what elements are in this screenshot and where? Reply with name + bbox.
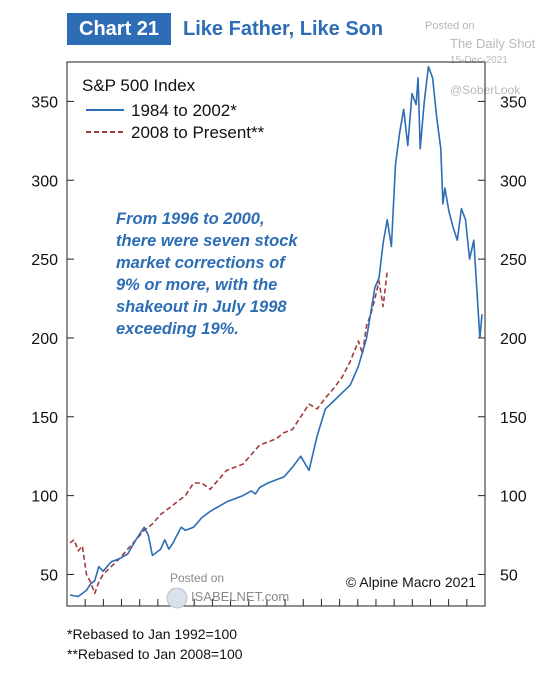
isabelnet-watermark: Posted on ISABELNET.com: [166, 571, 289, 609]
plot-frame: [66, 61, 486, 607]
series-line-2008-present: [69, 271, 388, 595]
y-tick-label-right: 350: [500, 94, 527, 111]
chart-title: Like Father, Like Son: [183, 17, 384, 40]
y-tick-label-right: 300: [500, 173, 527, 190]
annotation-line: exceeding 19%.: [116, 320, 239, 338]
annotation-line: market corrections of: [116, 254, 286, 272]
y-tick-label-right: 250: [500, 252, 527, 269]
watermark-posted-on: Posted on: [425, 20, 475, 32]
y-tick-label-left: 50: [40, 567, 58, 584]
footnote-2: **Rebased to Jan 2008=100: [67, 646, 243, 662]
y-tick-label-left: 200: [31, 331, 58, 348]
watermark-date: 15-Dec-2021: [450, 55, 508, 66]
y-tick-label-right: 50: [500, 567, 518, 584]
annotation-line: 9% or more, with the: [116, 276, 277, 294]
chart-header: Chart 21 Like Father, Like Son: [67, 13, 383, 45]
watermark-source: The Daily Shot: [450, 36, 536, 51]
y-tick-label-left: 150: [31, 410, 58, 427]
y-tick-label-right: 200: [500, 331, 527, 348]
y-tick-label-left: 350: [31, 94, 58, 111]
y-tick-label-left: 300: [31, 173, 58, 190]
footnote-1: *Rebased to Jan 1992=100: [67, 626, 238, 642]
legend-label-2008: 2008 to Present**: [131, 123, 265, 142]
annotation-line: shakeout in July 1998: [116, 298, 287, 316]
y-tick-label-left: 100: [31, 489, 58, 506]
annotation-line: there were seven stock: [116, 232, 298, 250]
y-tick-label-left: 250: [31, 252, 58, 269]
isabelnet-posted-on: Posted on: [170, 571, 224, 585]
chart-annotation: From 1996 to 2000, there were seven stock…: [116, 210, 298, 338]
legend-label-1984: 1984 to 2002*: [131, 101, 237, 120]
chart-subtitle: S&P 500 Index: [82, 76, 196, 95]
annotation-line: From 1996 to 2000,: [116, 210, 265, 228]
chart-copyright: © Alpine Macro 2021: [346, 574, 476, 590]
legend: 1984 to 2002* 2008 to Present**: [86, 101, 265, 142]
isabelnet-globe-icon: [166, 587, 188, 609]
isabelnet-site: ISABELNET.com: [191, 589, 289, 604]
y-tick-label-right: 100: [500, 489, 527, 506]
y-tick-label-right: 150: [500, 410, 527, 427]
series-line-1984-2002: [69, 65, 483, 598]
chart-number-badge: Chart 21: [67, 13, 172, 45]
